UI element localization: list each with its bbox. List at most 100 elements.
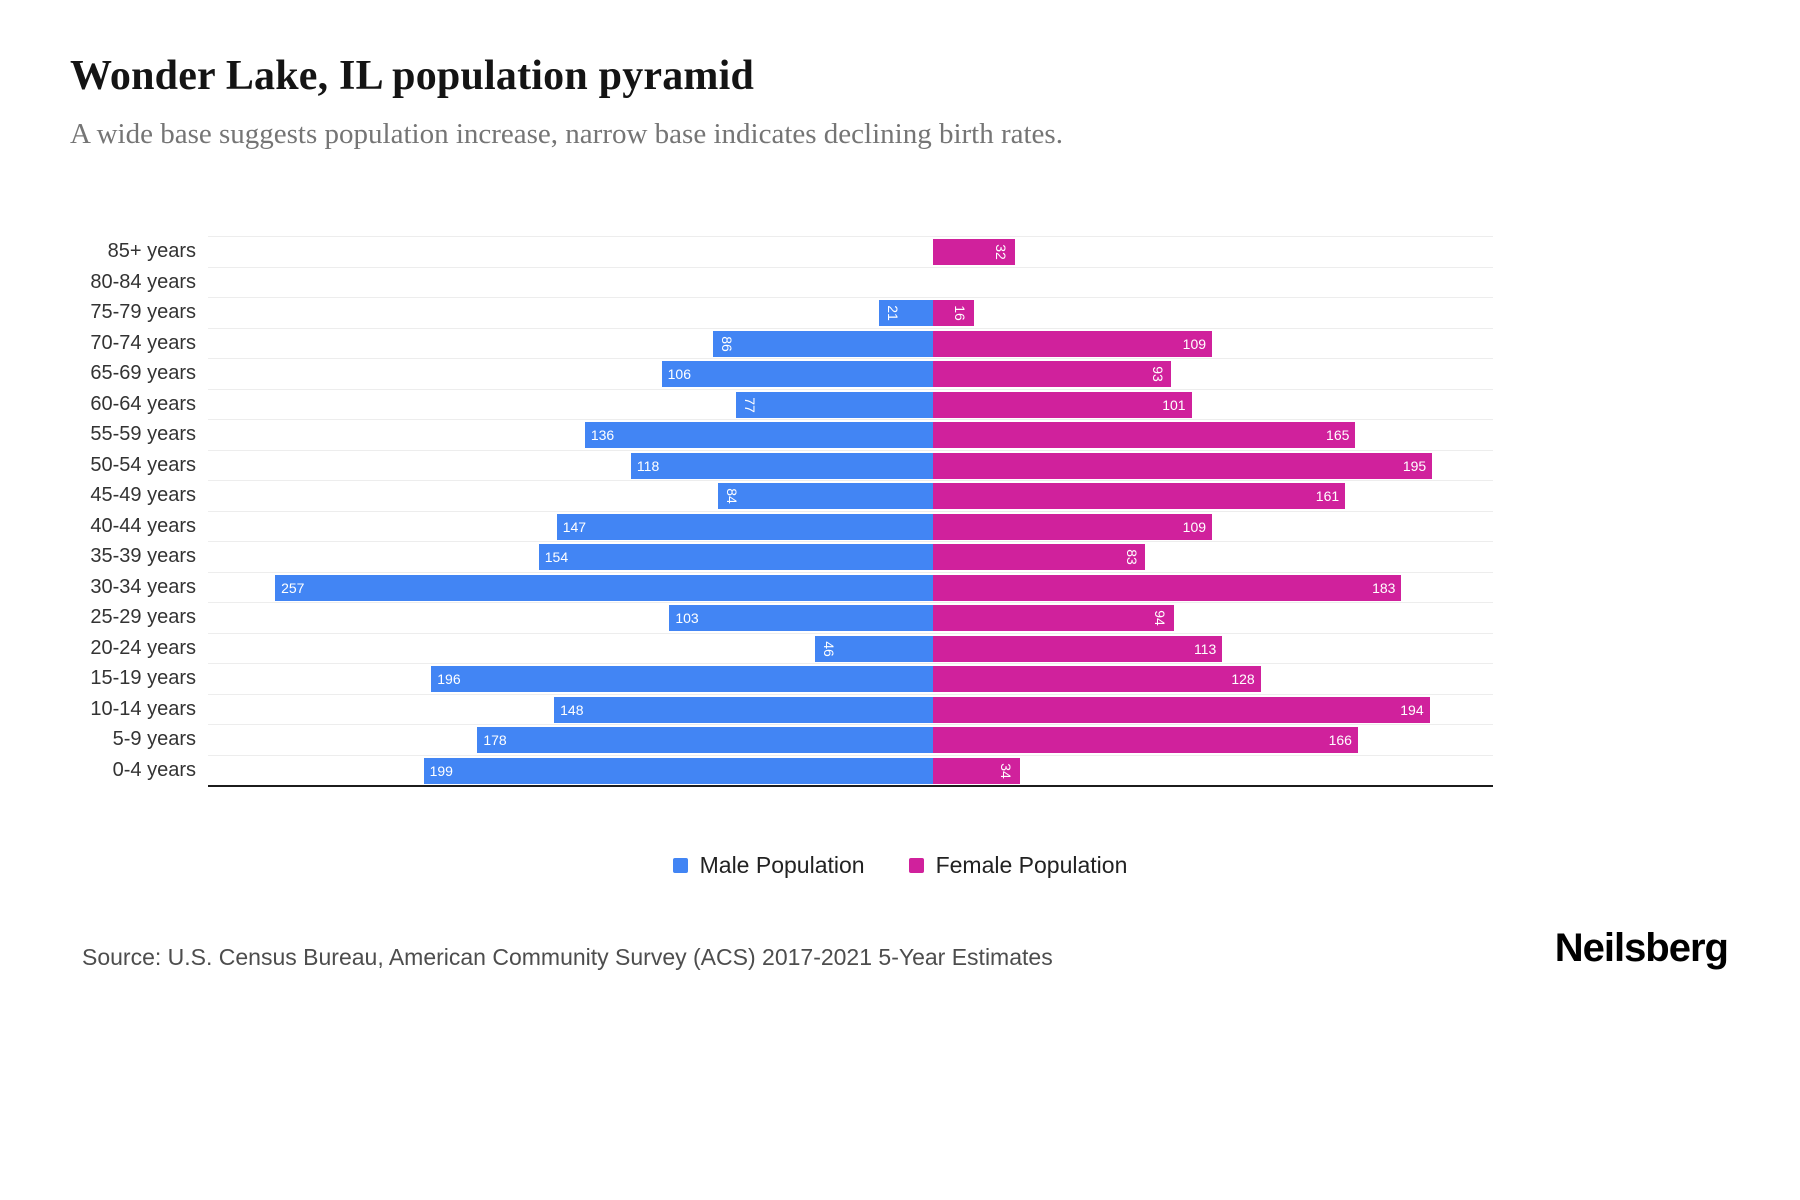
age-row: 65-69 years 106 93: [70, 358, 1493, 389]
age-row: 60-64 years 77 101: [70, 388, 1493, 420]
bar-value-label: 194: [1400, 701, 1424, 718]
age-group-label: 65-69 years: [90, 362, 196, 384]
age-group-label: 25-29 years: [90, 606, 196, 628]
age-group-label: 70-74 years: [90, 331, 196, 354]
age-row: 80-84 years: [70, 266, 1493, 298]
bar-area: 147 109: [208, 510, 1493, 542]
bar-value-label: 166: [1328, 732, 1352, 748]
bar-area: 154 83: [208, 541, 1493, 572]
age-group-label: 5-9 years: [112, 728, 196, 750]
female-bar: 195: [933, 452, 1433, 479]
age-row: 40-44 years 147 109: [70, 510, 1493, 542]
bar-area: 178 166: [208, 724, 1493, 755]
bar-area: 196 128: [208, 663, 1493, 694]
male-bar: 154: [538, 544, 933, 570]
bar-value-label: 103: [675, 610, 699, 626]
male-bar: 21: [879, 300, 933, 326]
bar-value-label: 86: [718, 335, 735, 352]
age-row: 5-9 years 178 166: [70, 724, 1493, 755]
bar-area: 257 183: [208, 571, 1493, 603]
age-row: 0-4 years 199 34: [70, 754, 1493, 786]
source-attribution: Source: U.S. Census Bureau, American Com…: [82, 944, 1053, 970]
age-row: 75-79 years 21 16: [70, 297, 1493, 328]
male-bar: 118: [630, 452, 933, 479]
male-bar: 106: [661, 361, 933, 387]
age-row: 50-54 years 118 195: [70, 449, 1493, 481]
female-bar: 165: [933, 422, 1356, 448]
age-group-label: 30-34 years: [90, 575, 196, 598]
bar-value-label: 32: [993, 244, 1010, 260]
male-bar: 136: [584, 422, 933, 448]
bar-value-label: 196: [437, 671, 461, 687]
pyramid-rows: 85+ years 32 80-84 years 75-79 years 21 16 70-…: [70, 236, 1493, 785]
bar-value-label: 161: [1315, 488, 1340, 504]
bar-value-label: 183: [1372, 579, 1396, 596]
age-group-label: 55-59 years: [90, 423, 196, 445]
bar-value-label: 21: [885, 305, 902, 321]
age-group-label: 45-49 years: [90, 484, 196, 506]
bar-value-label: 34: [998, 762, 1015, 779]
bar-value-label: 109: [1182, 518, 1207, 535]
page-title: Wonder Lake, IL population pyramid: [70, 53, 755, 99]
bar-value-label: 148: [560, 701, 584, 718]
age-group-label: 15-19 years: [90, 667, 196, 689]
female-bar: 101: [933, 391, 1192, 418]
bar-value-label: 93: [1149, 366, 1166, 382]
age-row: 45-49 years 84 161: [70, 480, 1493, 511]
age-row: 85+ years 32: [70, 236, 1493, 267]
age-group-label: 20-24 years: [90, 636, 196, 659]
bar-value-label: 109: [1182, 335, 1207, 352]
population-pyramid-chart: 85+ years 32 80-84 years 75-79 years 21 16 70-…: [70, 236, 1493, 787]
bar-value-label: 257: [281, 579, 305, 596]
male-bar: 178: [477, 727, 933, 753]
age-group-label: 40-44 years: [90, 514, 196, 537]
bar-value-label: 154: [544, 549, 569, 565]
legend-item-female[interactable]: Female Population: [908, 852, 1127, 879]
brand-logo: Neilsberg: [1554, 926, 1729, 970]
age-group-label: 85+ years: [107, 240, 196, 262]
bar-area: 46 113: [208, 632, 1493, 664]
female-bar: 109: [933, 513, 1213, 540]
male-bar: 196: [431, 666, 933, 692]
female-bar: 113: [933, 635, 1223, 662]
female-bar: 109: [933, 330, 1213, 357]
male-bar: 46: [815, 635, 933, 662]
bar-value-label: 84: [723, 488, 740, 504]
chart-legend: Male Population Female Population: [0, 852, 1800, 879]
bar-value-label: 136: [590, 427, 615, 443]
x-axis-line: [208, 785, 1493, 787]
age-group-label: 10-14 years: [90, 697, 196, 720]
age-group-label: 60-64 years: [90, 392, 196, 415]
bar-area: [208, 266, 1493, 298]
male-legend-swatch: [672, 858, 688, 873]
age-row: 55-59 years 136 165: [70, 419, 1493, 450]
age-row: 20-24 years 46 113: [70, 632, 1493, 664]
female-legend-swatch: [908, 858, 924, 873]
bar-value-label: 147: [562, 518, 587, 535]
bar-value-label: 128: [1231, 671, 1255, 687]
female-bar: 128: [933, 666, 1261, 692]
female-bar: 16: [933, 300, 974, 326]
female-bar: 32: [933, 239, 1015, 265]
bar-value-label: 46: [821, 640, 838, 657]
female-bar: 94: [933, 605, 1174, 631]
bar-value-label: 118: [636, 457, 660, 474]
legend-item-male[interactable]: Male Population: [672, 852, 865, 879]
age-group-label: 50-54 years: [90, 453, 196, 476]
bar-value-label: 94: [1151, 610, 1168, 626]
bar-area: 21 16: [208, 297, 1493, 328]
bar-area: 199 34: [208, 754, 1493, 786]
male-bar: 148: [554, 696, 933, 723]
bar-value-label: 83: [1123, 549, 1140, 565]
age-row: 15-19 years 196 128: [70, 663, 1493, 694]
age-row: 70-74 years 86 109: [70, 327, 1493, 359]
bar-value-label: 165: [1326, 427, 1350, 443]
bar-area: 103 94: [208, 602, 1493, 633]
bar-value-label: 106: [667, 366, 691, 382]
male-bar: 84: [717, 483, 933, 509]
male-bar: 103: [669, 605, 933, 631]
bar-value-label: 101: [1162, 396, 1186, 413]
bar-value-label: 195: [1402, 457, 1427, 474]
age-row: 25-29 years 103 94: [70, 602, 1493, 633]
bar-area: 86 109: [208, 327, 1493, 359]
